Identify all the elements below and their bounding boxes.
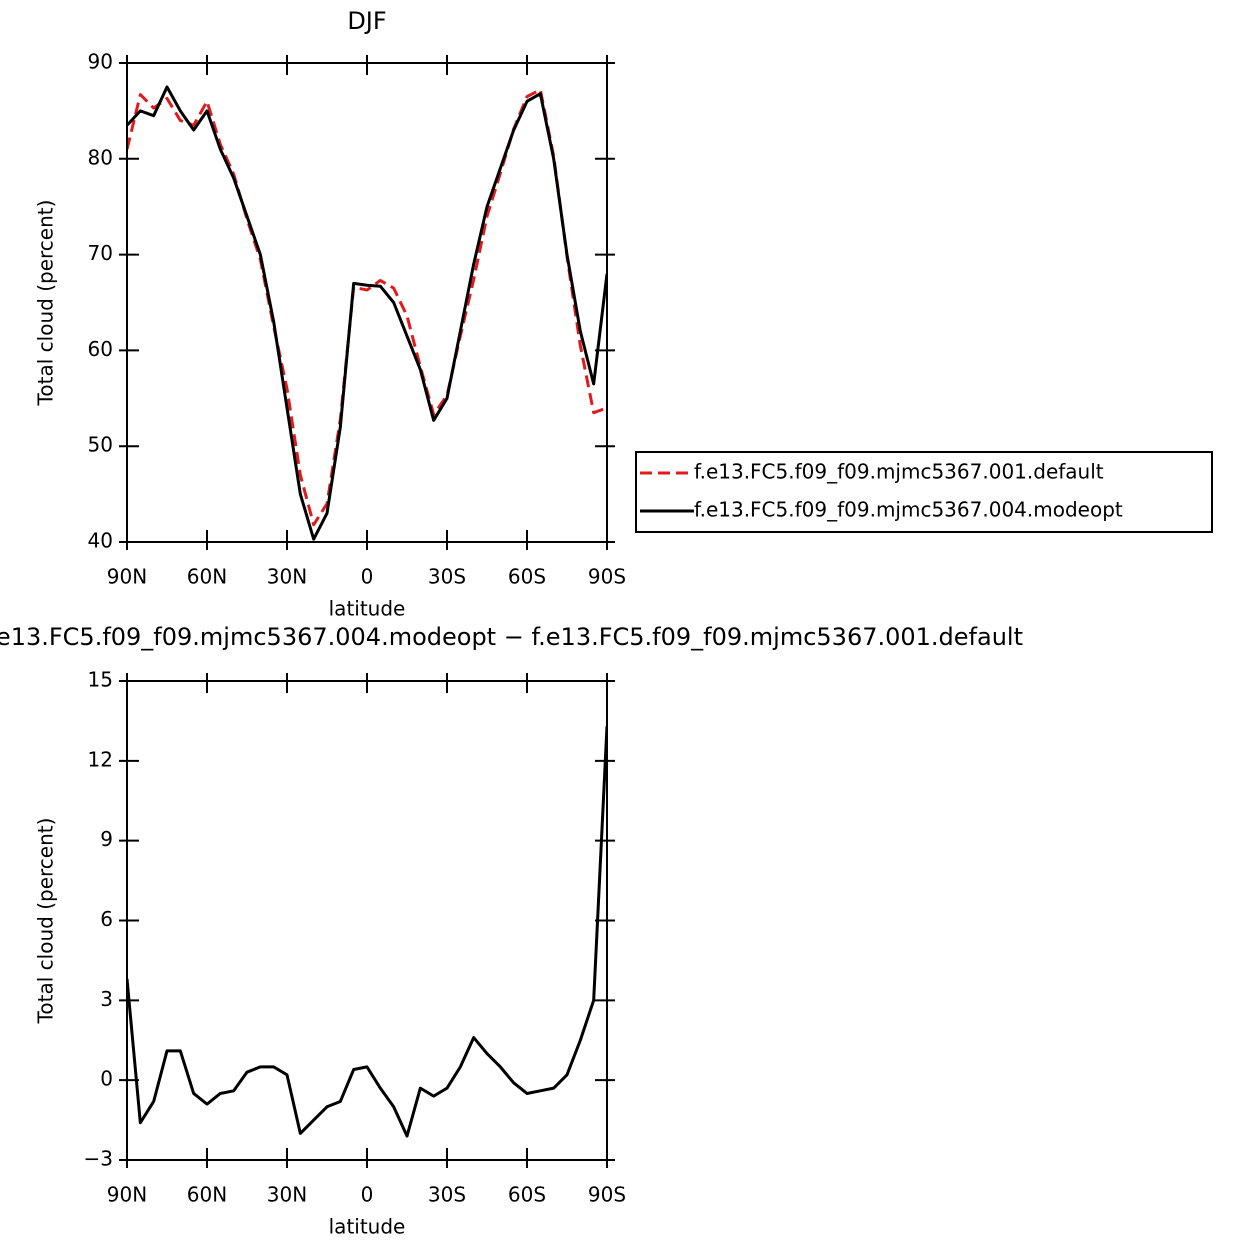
x-tick-label: 90N [107, 565, 147, 589]
y-tick-label: 60 [88, 337, 113, 361]
x-tick-label: 0 [361, 565, 374, 589]
x-tick-label: 60N [187, 1183, 227, 1207]
y-tick-label: 80 [88, 145, 113, 169]
x-tick-label: 60S [508, 1183, 546, 1207]
y-axis-label: Total cloud (percent) [34, 818, 58, 1025]
y-tick-label: 3 [100, 987, 113, 1011]
x-tick-label: 90S [588, 565, 626, 589]
x-tick-label: 90N [107, 1183, 147, 1207]
y-tick-label: 12 [88, 747, 113, 771]
chart-title: DJF [347, 7, 386, 35]
legend-label: f.e13.FC5.f09_f09.mjmc5367.001.default [694, 460, 1104, 484]
data-line [127, 726, 607, 1138]
y-tick-label: 9 [100, 827, 113, 851]
x-tick-label: 30S [428, 565, 466, 589]
x-tick-label: 90S [588, 1183, 626, 1207]
data-line [127, 88, 607, 527]
legend-box [635, 451, 1213, 533]
y-axis-label: Total cloud (percent) [34, 200, 58, 407]
y-tick-label: 50 [88, 433, 113, 457]
y-tick-label: 70 [88, 241, 113, 265]
y-tick-label: 15 [88, 668, 113, 692]
x-tick-label: 30N [267, 1183, 307, 1207]
y-tick-label: 0 [100, 1067, 113, 1091]
x-tick-label: 30N [267, 565, 307, 589]
x-tick-label: 60S [508, 565, 546, 589]
chart-title: f.e13.FC5.f09_f09.mjmc5367.004.modeopt −… [0, 623, 1023, 651]
x-tick-label: 30S [428, 1183, 466, 1207]
legend-label: f.e13.FC5.f09_f09.mjmc5367.004.modeopt [694, 498, 1123, 522]
x-tick-label: 0 [361, 1183, 374, 1207]
plot-frame [126, 680, 608, 1161]
x-axis-label: latitude [329, 597, 406, 621]
x-axis-label: latitude [329, 1215, 406, 1239]
y-tick-label: 40 [88, 529, 113, 553]
x-tick-label: 60N [187, 565, 227, 589]
y-tick-label: 6 [100, 907, 113, 931]
data-line [127, 85, 607, 541]
plot-frame [126, 62, 608, 543]
y-tick-label: −3 [84, 1147, 113, 1171]
y-tick-label: 90 [88, 50, 113, 74]
